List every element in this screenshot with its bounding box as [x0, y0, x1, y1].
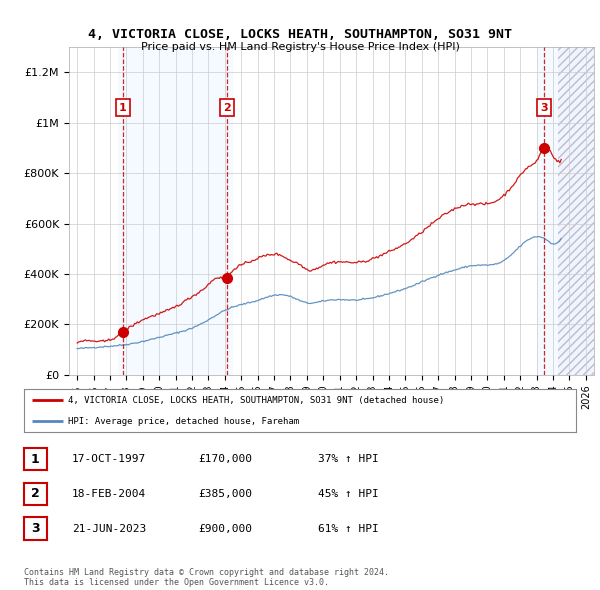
Text: 1: 1: [31, 453, 40, 466]
Text: 17-OCT-1997: 17-OCT-1997: [72, 454, 146, 464]
Text: Contains HM Land Registry data © Crown copyright and database right 2024.
This d: Contains HM Land Registry data © Crown c…: [24, 568, 389, 587]
Text: 2: 2: [223, 103, 231, 113]
Text: 45% ↑ HPI: 45% ↑ HPI: [318, 489, 379, 499]
Text: 37% ↑ HPI: 37% ↑ HPI: [318, 454, 379, 464]
Text: £385,000: £385,000: [198, 489, 252, 499]
Text: 4, VICTORIA CLOSE, LOCKS HEATH, SOUTHAMPTON, SO31 9NT: 4, VICTORIA CLOSE, LOCKS HEATH, SOUTHAMP…: [88, 28, 512, 41]
Text: 4, VICTORIA CLOSE, LOCKS HEATH, SOUTHAMPTON, SO31 9NT (detached house): 4, VICTORIA CLOSE, LOCKS HEATH, SOUTHAMP…: [68, 395, 445, 405]
Text: £900,000: £900,000: [198, 524, 252, 533]
Text: 3: 3: [541, 103, 548, 113]
Text: 3: 3: [31, 522, 40, 535]
Text: 18-FEB-2004: 18-FEB-2004: [72, 489, 146, 499]
Text: 2: 2: [31, 487, 40, 500]
Text: 61% ↑ HPI: 61% ↑ HPI: [318, 524, 379, 533]
Text: Price paid vs. HM Land Registry's House Price Index (HPI): Price paid vs. HM Land Registry's House …: [140, 42, 460, 53]
Text: HPI: Average price, detached house, Fareham: HPI: Average price, detached house, Fare…: [68, 417, 299, 426]
Text: £170,000: £170,000: [198, 454, 252, 464]
Bar: [118, 47, 233, 375]
Text: 1: 1: [119, 103, 127, 113]
Text: 21-JUN-2023: 21-JUN-2023: [72, 524, 146, 533]
Bar: [536, 47, 558, 375]
Bar: [558, 47, 594, 375]
